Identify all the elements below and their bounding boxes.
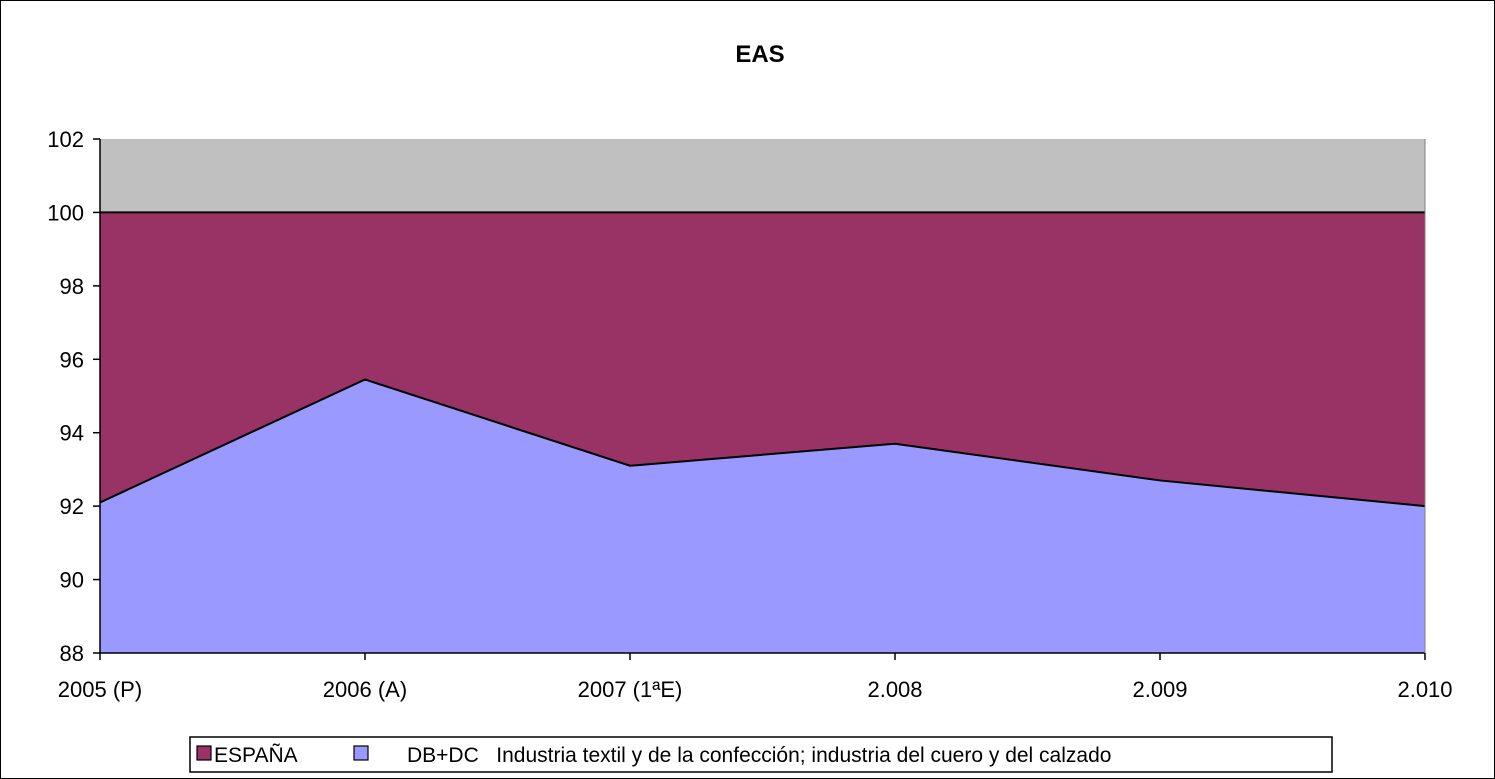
- y-tick-label: 94: [60, 421, 84, 446]
- series-areas: [99, 211, 1426, 653]
- y-tick-label: 90: [60, 568, 84, 593]
- legend-swatch-db-dc: [353, 745, 369, 761]
- legend-label-espana: ESPAÑA: [214, 743, 298, 767]
- y-tick-label: 96: [60, 347, 84, 372]
- x-axis-ticks: 2005 (P) 2006 (A) 2007 (1ªE) 2.008 2.009 2.01…: [58, 653, 1453, 702]
- y-tick-label: 100: [47, 200, 84, 225]
- x-tick-label: 2005 (P): [58, 677, 142, 702]
- y-tick-label: 98: [60, 274, 84, 299]
- y-tick-label: 102: [47, 127, 84, 152]
- x-tick-label: 2.009: [1132, 677, 1187, 702]
- y-tick-label: 92: [60, 494, 84, 519]
- y-axis-ticks: 88 90 92 94 96 98 100 102: [47, 127, 100, 666]
- chart-title: EAS: [735, 41, 784, 68]
- x-tick-label: 2.010: [1397, 677, 1452, 702]
- area-series-0: [100, 379, 1425, 653]
- x-tick-label: 2007 (1ªE): [578, 677, 683, 702]
- area-series-0-outline: [99, 378, 1426, 508]
- y-tick-label: 88: [60, 641, 84, 666]
- legend-swatch-espana: [196, 745, 212, 761]
- x-tick-label: 2006 (A): [323, 677, 407, 702]
- axes: [99, 139, 1426, 654]
- legend: ESPAÑA DB+DC Industria textil y de la co…: [189, 736, 1333, 773]
- legend-label-db-dc: DB+DC Industria textil y de la confecció…: [407, 744, 1111, 767]
- x-tick-label: 2.008: [867, 677, 922, 702]
- legend-box: [189, 736, 1333, 773]
